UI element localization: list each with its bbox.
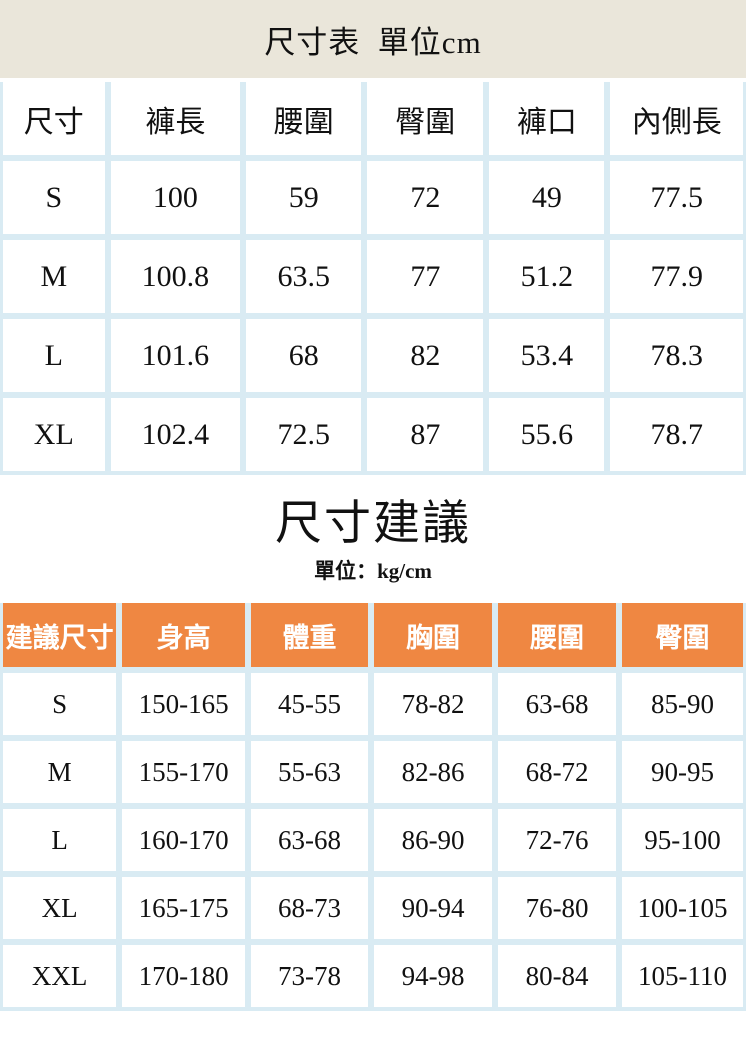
size-label-cell: M — [3, 741, 117, 804]
size-table-col-header-hip: 臀圍 — [367, 82, 484, 155]
size-chart-page: 尺寸表 單位cm 尺寸 褲長 腰圍 臀圍 褲口 內側長 S 100 59 72 … — [0, 0, 746, 1012]
measure-cell: 68 — [246, 319, 362, 392]
range-cell: 160-170 — [122, 809, 246, 872]
range-cell: 86-90 — [374, 809, 493, 872]
suggestion-col-header-weight: 體重 — [251, 603, 369, 668]
measure-cell: 59 — [246, 161, 362, 234]
range-cell: 68-72 — [498, 741, 617, 804]
range-cell: 85-90 — [622, 673, 743, 736]
size-table-title: 尺寸表 單位cm — [264, 24, 482, 60]
suggestion-col-header-chest: 胸圍 — [374, 603, 493, 668]
size-label-cell: L — [3, 319, 105, 392]
range-cell: 90-95 — [622, 741, 743, 804]
size-table-col-header-pant-length: 褲長 — [110, 82, 241, 155]
range-cell: 90-94 — [374, 877, 493, 940]
measure-cell: 77 — [367, 240, 484, 313]
range-cell: 170-180 — [122, 945, 246, 1008]
size-table-col-header-leg-opening: 褲口 — [489, 82, 605, 155]
range-cell: 63-68 — [498, 673, 617, 736]
size-table-col-header-waist: 腰圍 — [246, 82, 362, 155]
size-label-cell: M — [3, 240, 105, 313]
measure-cell: 51.2 — [489, 240, 605, 313]
range-cell: 150-165 — [122, 673, 246, 736]
measure-cell: 101.6 — [110, 319, 241, 392]
range-cell: 165-175 — [122, 877, 246, 940]
range-cell: 78-82 — [374, 673, 493, 736]
range-cell: 105-110 — [622, 945, 743, 1008]
range-cell: 73-78 — [251, 945, 369, 1008]
suggestion-col-header-hip: 臀圍 — [622, 603, 743, 668]
size-label-cell: L — [3, 809, 117, 872]
size-table-title-band: 尺寸表 單位cm — [0, 0, 746, 78]
measure-cell: 77.5 — [610, 161, 743, 234]
range-cell: 95-100 — [622, 809, 743, 872]
range-cell: 94-98 — [374, 945, 493, 1008]
suggestion-unit-label: 單位：kg/cm — [314, 559, 432, 584]
measure-cell: 72 — [367, 161, 484, 234]
measure-cell: 63.5 — [246, 240, 362, 313]
suggestion-heading: 尺寸建議 單位：kg/cm — [0, 475, 746, 599]
measure-cell: 78.7 — [610, 398, 743, 471]
measure-cell: 100.8 — [110, 240, 241, 313]
measure-cell: 53.4 — [489, 319, 605, 392]
measure-cell: 78.3 — [610, 319, 743, 392]
measure-cell: 55.6 — [489, 398, 605, 471]
range-cell: 45-55 — [251, 673, 369, 736]
measure-cell: 49 — [489, 161, 605, 234]
range-cell: 68-73 — [251, 877, 369, 940]
suggestion-table: 建議尺寸 身高 體重 胸圍 腰圍 臀圍 S 150-165 45-55 78-8… — [0, 603, 746, 1012]
suggestion-title: 尺寸建議 — [275, 498, 471, 550]
range-cell: 82-86 — [374, 741, 493, 804]
suggestion-col-header-waist: 腰圍 — [498, 603, 617, 668]
suggestion-col-header-recommended-size: 建議尺寸 — [3, 603, 117, 668]
range-cell: 63-68 — [251, 809, 369, 872]
size-table: 尺寸 褲長 腰圍 臀圍 褲口 內側長 S 100 59 72 49 77.5 M… — [0, 82, 746, 475]
measure-cell: 82 — [367, 319, 484, 392]
size-label-cell: XXL — [3, 945, 117, 1008]
range-cell: 80-84 — [498, 945, 617, 1008]
measure-cell: 72.5 — [246, 398, 362, 471]
measure-cell: 100 — [110, 161, 241, 234]
measure-cell: 77.9 — [610, 240, 743, 313]
size-table-col-header-size: 尺寸 — [3, 82, 105, 155]
size-label-cell: S — [3, 161, 105, 234]
size-label-cell: S — [3, 673, 117, 736]
range-cell: 55-63 — [251, 741, 369, 804]
range-cell: 76-80 — [498, 877, 617, 940]
size-label-cell: XL — [3, 398, 105, 471]
size-table-col-header-inseam: 內側長 — [610, 82, 743, 155]
suggestion-col-header-height: 身高 — [122, 603, 246, 668]
range-cell: 72-76 — [498, 809, 617, 872]
range-cell: 100-105 — [622, 877, 743, 940]
measure-cell: 102.4 — [110, 398, 241, 471]
measure-cell: 87 — [367, 398, 484, 471]
range-cell: 155-170 — [122, 741, 246, 804]
size-label-cell: XL — [3, 877, 117, 940]
